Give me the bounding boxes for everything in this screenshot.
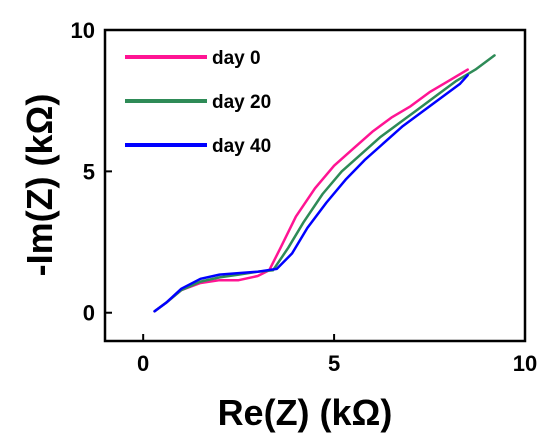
series-layer — [153, 54, 496, 313]
y-tick-label: 10 — [71, 18, 95, 43]
x-tick-label: 0 — [137, 351, 149, 376]
series-line-day-20 — [153, 54, 496, 313]
legend: day 0 day 20 day 40 — [125, 48, 271, 157]
y-tick-label: 0 — [83, 301, 95, 326]
legend-label: day 20 — [212, 92, 271, 113]
y-tick-label: 5 — [83, 159, 95, 184]
x-tick-label: 5 — [328, 351, 340, 376]
legend-label: day 40 — [212, 136, 271, 157]
x-axis-title: Re(Z) (kΩ) — [218, 392, 393, 433]
axis-ticks: 0 5 10 0 5 10 — [71, 18, 538, 376]
series-line-day-40 — [153, 73, 469, 313]
series-line-day-0 — [153, 68, 469, 313]
legend-label: day 0 — [212, 48, 261, 69]
plot-frame — [103, 28, 527, 343]
y-axis-title: -Im(Z) (kΩ) — [19, 94, 60, 277]
x-tick-label: 10 — [513, 351, 537, 376]
